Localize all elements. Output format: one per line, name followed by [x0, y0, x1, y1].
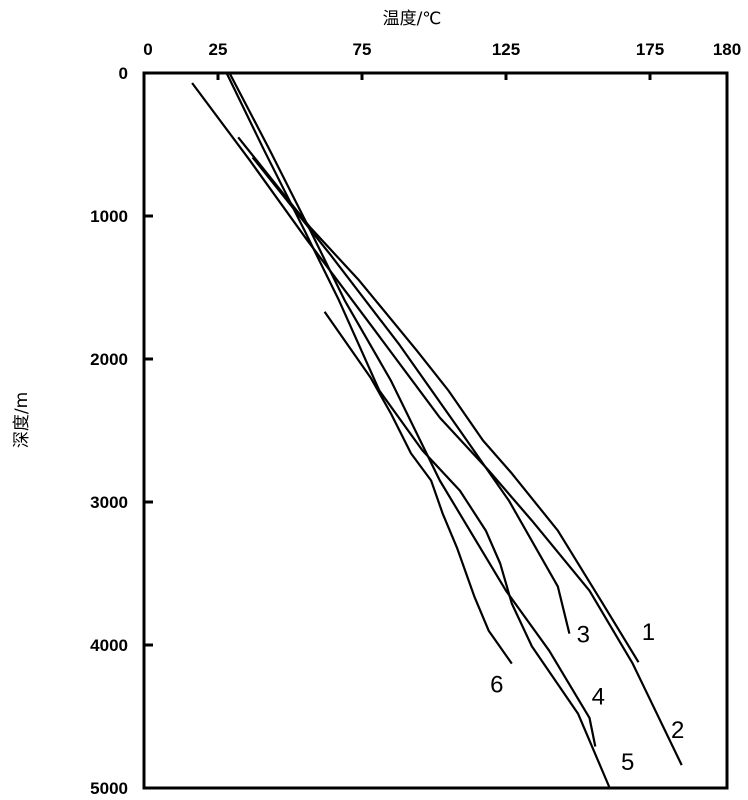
y-tick-label: 1000: [90, 207, 128, 226]
series-line-4: [228, 72, 597, 747]
series-label-1: 1: [642, 619, 655, 646]
y-tick-label: 2000: [90, 350, 128, 369]
y-axis-title: 深度/m: [12, 392, 32, 448]
series-labels: 1 2 3 4 5 6: [490, 619, 684, 776]
y-tick-label: 3000: [90, 493, 128, 512]
y-tick-label: 4000: [90, 636, 128, 655]
x-tick-label: 25: [209, 40, 228, 59]
series-label-6: 6: [490, 672, 503, 699]
series-label-5: 5: [621, 749, 634, 776]
x-tick-label: 180: [713, 40, 741, 59]
x-tick-label: 175: [636, 40, 664, 59]
x-axis-title: 温度/℃: [383, 9, 442, 29]
y-tick-label: 0: [119, 64, 128, 83]
y-tick-label: 5000: [90, 779, 128, 798]
series-line-5: [225, 72, 611, 789]
x-tick-label: 75: [353, 40, 372, 59]
series-lines: [191, 72, 683, 789]
series-label-4: 4: [592, 684, 605, 711]
series-line-6: [323, 311, 513, 665]
plot-frame: [142, 71, 729, 790]
series-line-3: [251, 156, 571, 634]
series-line-1: [237, 136, 640, 663]
x-tick-label: 125: [492, 40, 520, 59]
series-line-2: [191, 82, 683, 766]
series-label-2: 2: [671, 717, 684, 744]
x-tick-label: 0: [143, 40, 152, 59]
series-label-3: 3: [577, 622, 590, 649]
